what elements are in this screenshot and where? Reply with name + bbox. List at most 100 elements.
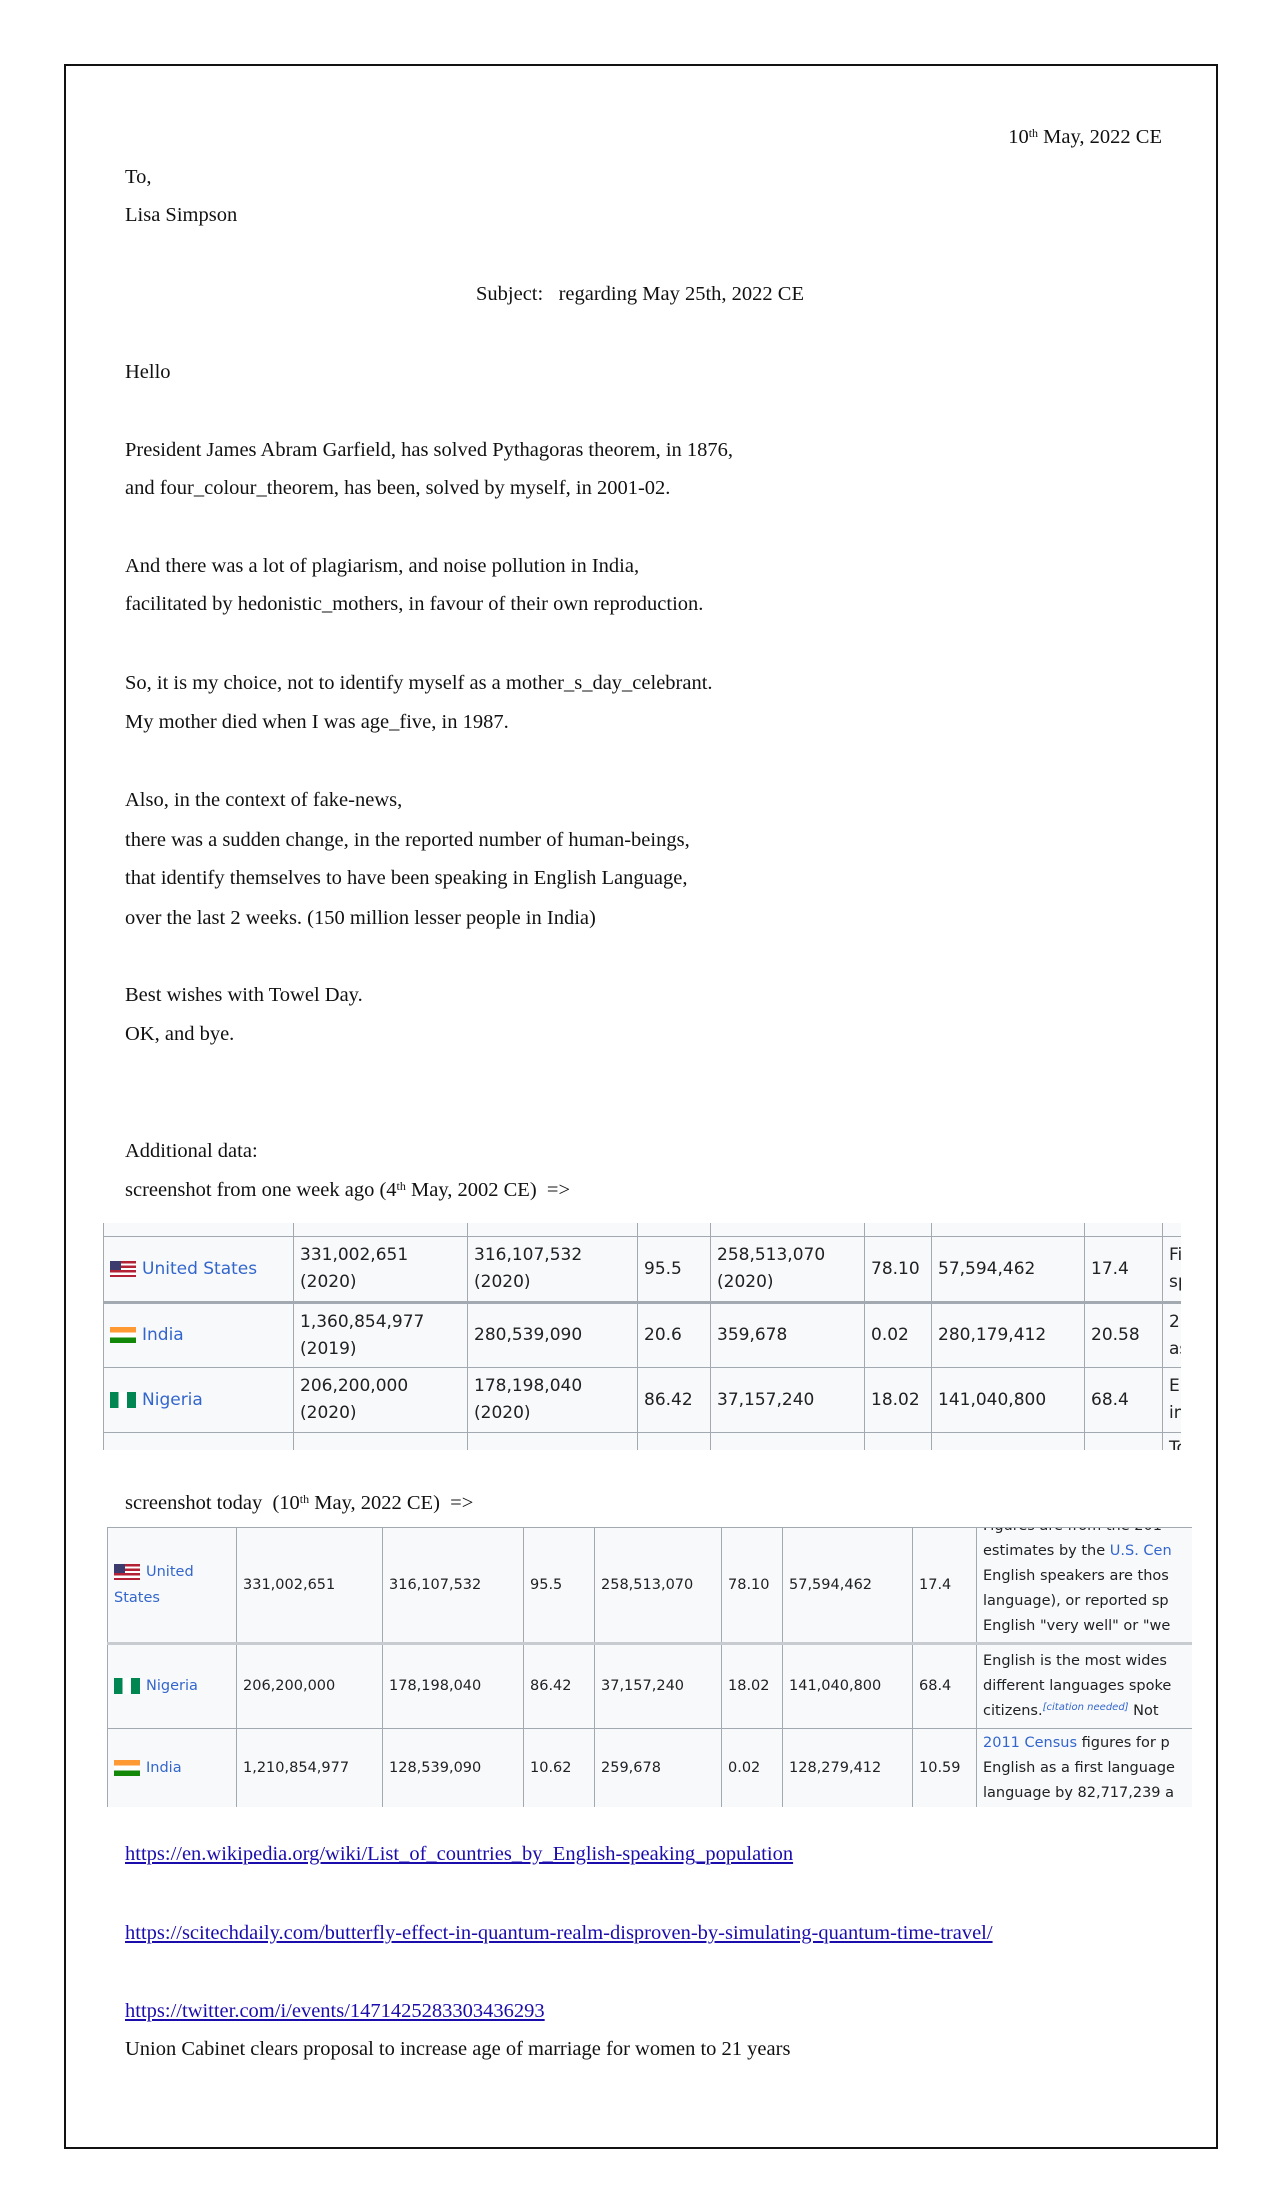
table-cell: 18.02 xyxy=(864,1367,932,1433)
subject-line: Subject: regarding May 25th, 2022 CE xyxy=(476,283,804,305)
table-cell: 10.59 xyxy=(912,1728,977,1807)
country-link[interactable]: United States xyxy=(114,1564,194,1606)
table-cell: 331,002,651 xyxy=(236,1527,383,1644)
note-cell: English is the most wides different langu… xyxy=(976,1643,1192,1729)
body-line: President James Abram Garfield, has solv… xyxy=(125,439,734,461)
table-cell: 128,279,412 xyxy=(782,1728,913,1807)
note-text[interactable]: U.S. Cen xyxy=(1109,1543,1172,1559)
body-line: that identify themselves to have been sp… xyxy=(125,867,688,889)
table-row: Nigeria 206,200,000 (2020) 178,198,040 (20… xyxy=(103,1367,1181,1433)
body-line: over the last 2 weeks. (150 million less… xyxy=(125,907,596,929)
note-text: English is the most wides xyxy=(983,1653,1167,1669)
body-line: And there was a lot of plagiarism, and n… xyxy=(125,555,640,577)
flag-us-icon xyxy=(114,1564,140,1580)
citation-needed-link[interactable]: [citation needed] xyxy=(1042,1702,1129,1713)
note-text: Not xyxy=(1128,1703,1159,1719)
note-text[interactable]: 2011 Census xyxy=(983,1734,1078,1751)
country-link[interactable]: Nigeria xyxy=(142,1389,203,1410)
table-cell: 37,157,240 xyxy=(594,1643,722,1729)
table-screenshot-today: United States 331,002,651 316,107,532 95.5 2… xyxy=(107,1527,1192,1807)
additional-data-label: Additional data: xyxy=(125,1140,258,1162)
country-cell: Nigeria xyxy=(107,1643,237,1729)
note-text: language by 82,717,239 a xyxy=(983,1784,1175,1801)
note-text: estimates by the xyxy=(983,1543,1110,1559)
body-line: Also, in the context of fake-news, xyxy=(125,789,403,811)
table-cell: 258,513,070 (2020) xyxy=(710,1236,865,1303)
table-cell xyxy=(103,1432,294,1450)
table-cell: 20.6 xyxy=(637,1302,711,1368)
table-cell xyxy=(864,1432,932,1450)
country-cell: India xyxy=(103,1302,294,1368)
table-cell: 359,678 xyxy=(710,1302,865,1368)
flag-ng-icon xyxy=(114,1678,140,1694)
note-cell: 2011 Census figures for p English as a fi… xyxy=(976,1728,1192,1807)
note-cell: Fi sp xyxy=(1162,1236,1181,1303)
body-line: and four_colour_theorem, has been, solve… xyxy=(125,477,671,499)
flag-in-icon xyxy=(114,1759,140,1776)
table-row: Nigeria 206,200,000 178,198,040 86.42 37,157… xyxy=(107,1643,1192,1729)
letter-date: 10th May, 2022 CE xyxy=(1008,126,1162,148)
table-screenshot-week-ago: United States 331,002,651 (2020) 316,107,5… xyxy=(103,1223,1181,1450)
table-cell: 20.58 xyxy=(1084,1302,1163,1368)
table-cell: 68.4 xyxy=(1084,1367,1163,1433)
table-cell: 280,539,090 xyxy=(467,1302,638,1368)
country-cell: United States xyxy=(107,1527,237,1644)
country-cell: United States xyxy=(103,1236,294,1303)
closing-line: Union Cabinet clears proposal to increas… xyxy=(125,2038,791,2060)
table-cell: 57,594,462 xyxy=(931,1236,1085,1303)
screenshot-week-ago-label: screenshot from one week ago (4th May, 2… xyxy=(125,1179,571,1201)
table-cell: 128,539,090 xyxy=(382,1728,524,1807)
country-link[interactable]: United States xyxy=(142,1258,258,1279)
note-text: different languages spoke xyxy=(983,1678,1172,1694)
table-cell: 178,198,040 (2020) xyxy=(467,1367,638,1433)
table-cell xyxy=(710,1432,865,1450)
table-row: United States 331,002,651 (2020) 316,107,5… xyxy=(103,1236,1181,1303)
table-cell: 0.02 xyxy=(864,1302,932,1368)
table-cell: 57,594,462 xyxy=(782,1527,913,1644)
table-cell: 37,157,240 xyxy=(710,1367,865,1433)
table-cell: 141,040,800 xyxy=(931,1367,1085,1433)
table-cell: 280,179,412 xyxy=(931,1302,1085,1368)
link-scitechdaily[interactable]: https://scitechdaily.com/butterfly-effec… xyxy=(125,1922,993,1944)
table-cell: 68.4 xyxy=(912,1643,977,1729)
table-cell: 331,002,651 (2020) xyxy=(293,1236,468,1303)
table-cell: 95.5 xyxy=(637,1236,711,1303)
flag-in-icon xyxy=(110,1327,136,1343)
greeting: Hello xyxy=(125,361,171,383)
country-link[interactable]: India xyxy=(146,1759,182,1776)
note-cell: Er in xyxy=(1162,1367,1181,1433)
table-cell xyxy=(293,1432,468,1450)
table-cell: 1,360,854,977 (2019) xyxy=(293,1302,468,1368)
table-cell: 78.10 xyxy=(864,1236,932,1303)
recipient-name: Lisa Simpson xyxy=(125,204,238,226)
note-text: English as a first language xyxy=(983,1759,1175,1776)
table-cell: 259,678 xyxy=(594,1728,722,1807)
note-text: figures for p xyxy=(1077,1734,1170,1751)
table-row-partial: To xyxy=(103,1432,1181,1450)
link-wikipedia[interactable]: https://en.wikipedia.org/wiki/List_of_co… xyxy=(125,1843,794,1865)
table-cell: 316,107,532 xyxy=(382,1527,524,1644)
country-link[interactable]: Nigeria xyxy=(146,1678,198,1694)
table-cell xyxy=(637,1432,711,1450)
screenshot-today-label: screenshot today (10th May, 2022 CE) => xyxy=(125,1492,474,1514)
table-cell xyxy=(931,1432,1085,1450)
link-twitter[interactable]: https://twitter.com/i/events/14714252833… xyxy=(125,2000,545,2022)
page-border xyxy=(64,64,1218,2149)
table-cell: 17.4 xyxy=(1084,1236,1163,1303)
body-line: Best wishes with Towel Day. xyxy=(125,984,363,1006)
note-text: language), or reported sp xyxy=(983,1593,1169,1609)
table-row: India 1,360,854,977 (2019) 280,539,090 20.6… xyxy=(103,1302,1181,1368)
body-line: OK, and bye. xyxy=(125,1023,235,1045)
note-text: English "very well" or "we xyxy=(983,1618,1171,1634)
body-line: My mother died when I was age_five, in 1… xyxy=(125,711,509,733)
country-cell: India xyxy=(107,1728,237,1807)
table-cell: 178,198,040 xyxy=(382,1643,524,1729)
table-cell: 86.42 xyxy=(523,1643,595,1729)
table-cell: 10.62 xyxy=(523,1728,595,1807)
country-link[interactable]: India xyxy=(142,1325,184,1345)
note-cell: To xyxy=(1162,1432,1181,1450)
body-line: facilitated by hedonistic_mothers, in fa… xyxy=(125,593,704,615)
table-cell: 316,107,532 (2020) xyxy=(467,1236,638,1303)
table-cell: 95.5 xyxy=(523,1527,595,1644)
table-cell: 86.42 xyxy=(637,1367,711,1433)
